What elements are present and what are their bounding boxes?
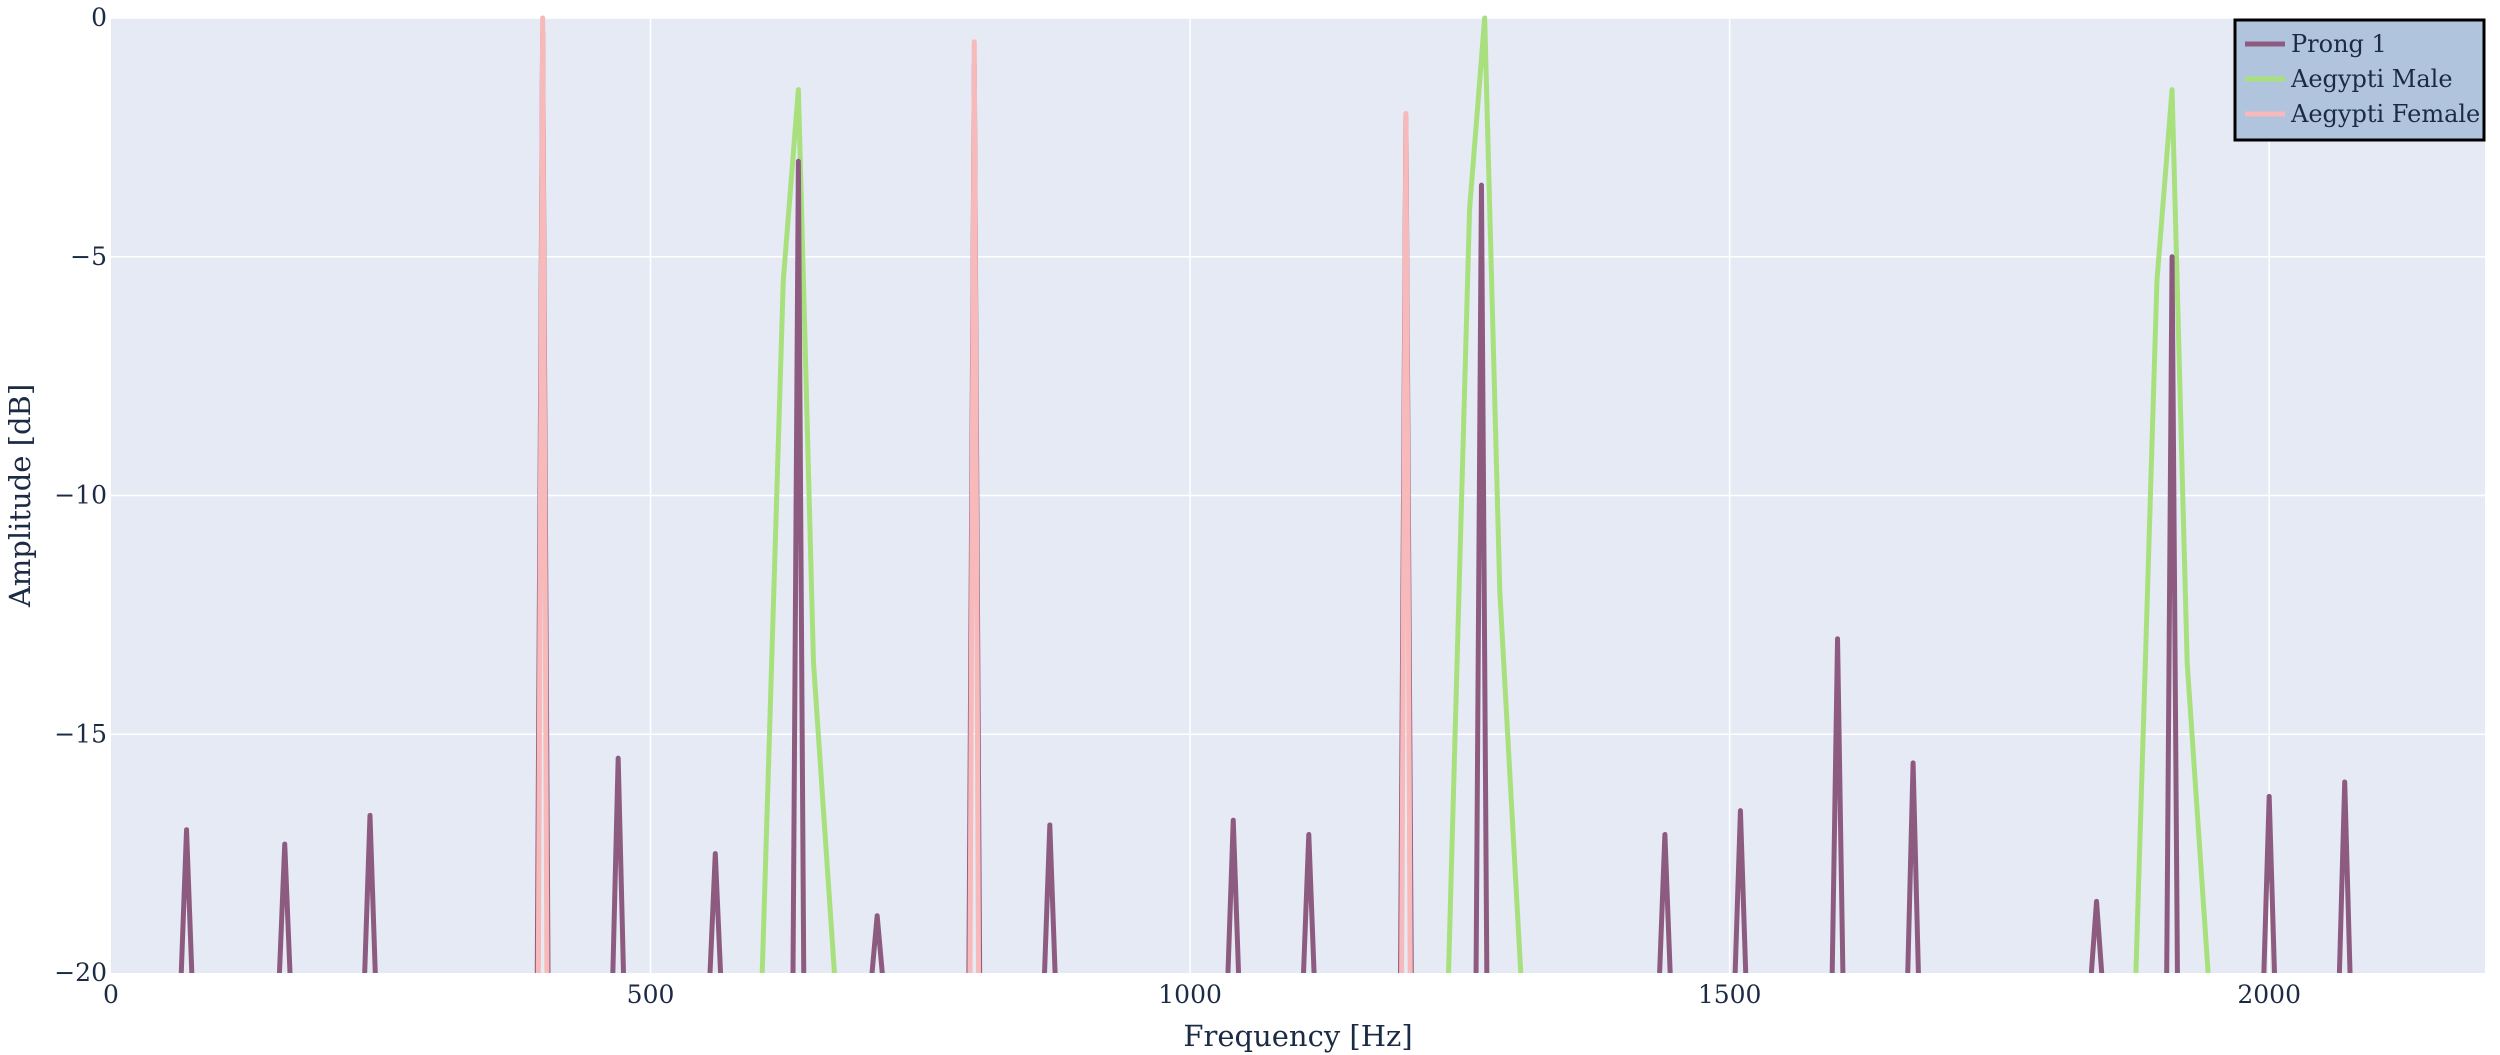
y-tick-label: −20 <box>54 958 107 987</box>
peak-mark <box>869 913 885 973</box>
x-axis: 0 500 1000 1500 2000 <box>103 980 2301 1009</box>
peak-mark <box>1473 182 1490 973</box>
peak-mark <box>2336 779 2353 973</box>
peak-mark <box>1657 832 1673 973</box>
peak-mark <box>178 827 195 973</box>
peak-mark <box>1301 832 1317 973</box>
peak-mark <box>610 755 626 973</box>
y-axis-title: Amplitude [dB] <box>3 384 37 608</box>
peak-mark <box>2088 898 2105 973</box>
legend-label: Prong 1 <box>2291 30 2387 58</box>
peak-mark <box>1732 808 1749 973</box>
series-layer <box>178 15 2353 973</box>
peak-mark <box>1829 636 1846 973</box>
peak-mark <box>276 841 293 973</box>
peak-mark <box>535 15 550 973</box>
peak-mark <box>362 812 378 973</box>
y-axis: 0 −5 −10 −15 −20 <box>54 3 107 987</box>
x-tick-label: 1500 <box>1698 980 1762 1009</box>
x-tick-label: 2000 <box>2237 980 2301 1009</box>
peak-mark <box>2164 254 2180 973</box>
y-tick-label: 0 <box>91 3 107 32</box>
peak-mark <box>2133 87 2211 973</box>
peak-mark <box>790 158 807 973</box>
peak-mark <box>1042 822 1058 973</box>
grid-lines <box>111 17 2485 973</box>
peak-mark <box>707 851 724 973</box>
peak-mark <box>1905 760 1921 973</box>
x-tick-label: 500 <box>627 980 675 1009</box>
x-axis-title: Frequency [Hz] <box>1183 1019 1412 1053</box>
peak-mark <box>1446 15 1524 973</box>
series-aegypti-female <box>535 15 1413 973</box>
legend-label: Aegypti Male <box>2290 65 2453 93</box>
peak-mark <box>967 39 982 973</box>
legend-label: Aegypti Female <box>2290 100 2480 128</box>
x-tick-label: 1000 <box>1158 980 1222 1009</box>
y-tick-label: −15 <box>54 719 107 748</box>
series-aegypti-male <box>759 15 2211 973</box>
legend: Prong 1 Aegypti Male Aegypti Female <box>2233 18 2486 142</box>
x-tick-label: 0 <box>103 980 119 1009</box>
peak-mark <box>2261 793 2277 973</box>
peak-mark <box>759 87 837 973</box>
y-tick-label: −5 <box>70 242 107 271</box>
y-tick-label: −10 <box>54 481 107 510</box>
peak-mark <box>1399 111 1413 973</box>
peak-mark <box>1225 817 1242 973</box>
